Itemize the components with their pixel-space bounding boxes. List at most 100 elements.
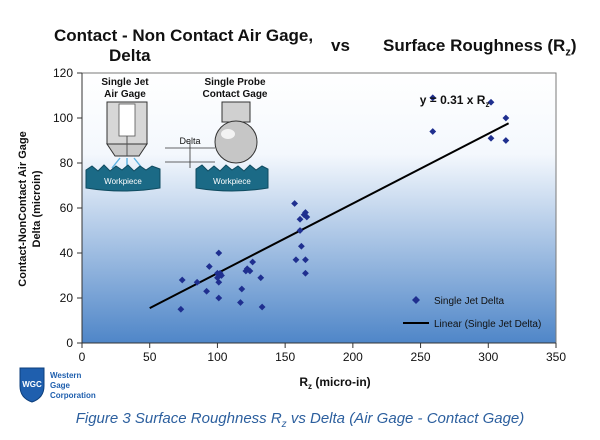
chart-title-right-text: Surface Roughness (R bbox=[383, 36, 566, 55]
data-point bbox=[218, 272, 225, 279]
x-axis-label-end: (micro-in) bbox=[312, 375, 371, 389]
inset-delta-label: Delta bbox=[179, 136, 200, 146]
data-point bbox=[502, 137, 510, 144]
data-point bbox=[215, 278, 223, 286]
y-tick-label: 0 bbox=[66, 336, 73, 350]
legend-label-scatter: Single Jet Delta bbox=[434, 296, 504, 307]
data-point bbox=[302, 269, 309, 277]
data-point bbox=[302, 256, 309, 264]
x-tick-label: 0 bbox=[79, 350, 86, 364]
scatter-chart: 0 50 100 150 200 250 300 350 0 20 40 60 80 100 120 Sin… bbox=[17, 66, 566, 391]
data-point bbox=[487, 98, 495, 106]
logo-graphic: WGC Western Gage Corporation bbox=[19, 367, 96, 403]
air-gage-nozzle bbox=[106, 101, 148, 170]
workpiece-left: Workpiece bbox=[85, 164, 161, 192]
data-point bbox=[203, 287, 210, 295]
data-point bbox=[291, 200, 299, 207]
data-point bbox=[216, 269, 224, 277]
axes: 0 50 100 150 200 250 300 350 0 20 40 60 80 100 120 bbox=[53, 66, 566, 364]
x-tick-label: 250 bbox=[411, 350, 431, 364]
x-tick-label: 200 bbox=[343, 350, 363, 364]
logo-shield-icon bbox=[19, 367, 45, 403]
x-axis-label-sub: z bbox=[308, 382, 312, 391]
y-tick-label: 60 bbox=[60, 201, 74, 215]
chart-title-line-1: Contact - Non Contact Air Gage, bbox=[54, 26, 314, 45]
x-tick-label: 100 bbox=[207, 350, 227, 364]
company-logo: WGC Western Gage Corporation bbox=[14, 364, 124, 404]
legend-label-line: Linear (Single Jet Delta) bbox=[434, 319, 541, 330]
y-axis-label-line-2: Delta (microin) bbox=[31, 170, 43, 247]
chart-figure: Contact - Non Contact Air Gage, Delta vs… bbox=[14, 26, 576, 404]
data-point bbox=[249, 258, 257, 266]
data-point bbox=[178, 276, 186, 284]
x-axis-label-text: R bbox=[299, 375, 308, 389]
inset-right-label-1: Single Probe bbox=[204, 77, 266, 88]
data-point bbox=[257, 274, 265, 282]
logo-line-1: Western bbox=[50, 371, 82, 380]
caption-sub: z bbox=[281, 419, 287, 430]
logo-initials: WGC bbox=[22, 380, 42, 389]
data-point bbox=[297, 242, 305, 250]
chart-title-line-2: Delta bbox=[109, 46, 151, 65]
legend-marker-scatter bbox=[412, 296, 420, 304]
inset-left-label-2: Air Gage bbox=[104, 89, 146, 100]
legend: Single Jet Delta Linear (Single Jet Delt… bbox=[403, 296, 541, 330]
figure-caption: Figure 3 Surface Roughness Rz vs Delta (… bbox=[0, 410, 600, 430]
data-point bbox=[296, 227, 304, 234]
data-point bbox=[237, 299, 244, 306]
trend-line-group bbox=[149, 122, 510, 310]
data-point bbox=[292, 256, 300, 264]
equation-sub: z bbox=[485, 100, 489, 109]
data-point bbox=[429, 128, 437, 135]
x-tick-label: 150 bbox=[275, 350, 295, 364]
x-tick-label: 350 bbox=[546, 350, 566, 364]
data-point bbox=[238, 285, 246, 293]
contact-probe bbox=[214, 101, 258, 164]
delta-indicator: Delta bbox=[165, 136, 215, 168]
chart-title-vs: vs bbox=[331, 36, 350, 55]
trend-line bbox=[149, 122, 510, 310]
chart-title-right-end: ) bbox=[570, 36, 577, 55]
data-point bbox=[242, 267, 250, 275]
logo-line-2: Gage bbox=[50, 381, 71, 390]
inset-workpiece-left: Workpiece bbox=[104, 177, 142, 186]
x-tick-label: 300 bbox=[478, 350, 498, 364]
data-point bbox=[214, 274, 221, 282]
data-point bbox=[429, 94, 437, 102]
x-tick-label: 50 bbox=[143, 350, 157, 364]
caption-post: vs Delta (Air Gage - Contact Gage) bbox=[286, 410, 525, 427]
caption-pre: Figure 3 Surface Roughness R bbox=[75, 410, 282, 427]
y-tick-label: 100 bbox=[53, 111, 73, 125]
logo-line-3: Corporation bbox=[50, 391, 96, 400]
data-point bbox=[258, 303, 266, 311]
gage-illustration: Single Jet Air Gage Single Probe Contact… bbox=[85, 77, 269, 192]
y-axis-label-line-1: Contact-NonContact Air Gage bbox=[17, 131, 29, 286]
data-point bbox=[205, 263, 213, 270]
data-point bbox=[303, 213, 311, 221]
x-axis-label: Rz (micro-in) bbox=[299, 375, 370, 391]
data-points bbox=[177, 94, 510, 313]
data-point bbox=[215, 294, 223, 302]
inset-workpiece-right: Workpiece bbox=[213, 177, 251, 186]
data-point bbox=[487, 134, 495, 142]
equation-text: y = 0.31 x R bbox=[420, 93, 486, 107]
chart-title-right: Surface Roughness (Rz) bbox=[383, 36, 576, 62]
data-point bbox=[215, 249, 223, 257]
data-point bbox=[502, 114, 510, 122]
chart-title-right-sub: z bbox=[565, 46, 571, 59]
y-tick-label: 20 bbox=[60, 291, 74, 305]
data-point bbox=[193, 278, 201, 286]
workpiece-right: Workpiece bbox=[195, 164, 269, 192]
y-tick-label: 80 bbox=[60, 156, 74, 170]
data-point bbox=[177, 305, 185, 313]
trendline-equation: y = 0.31 x Rz bbox=[420, 93, 490, 109]
y-tick-label: 120 bbox=[53, 66, 73, 80]
plot-area bbox=[81, 72, 557, 344]
inset-right-label-2: Contact Gage bbox=[202, 89, 267, 100]
data-point bbox=[246, 267, 254, 275]
data-point bbox=[243, 265, 251, 273]
chart-title-left: Contact - Non Contact Air Gage, Delta bbox=[54, 26, 313, 66]
data-point bbox=[296, 215, 304, 223]
inset-left-label-1: Single Jet bbox=[101, 77, 149, 88]
y-tick-label: 40 bbox=[60, 246, 74, 260]
